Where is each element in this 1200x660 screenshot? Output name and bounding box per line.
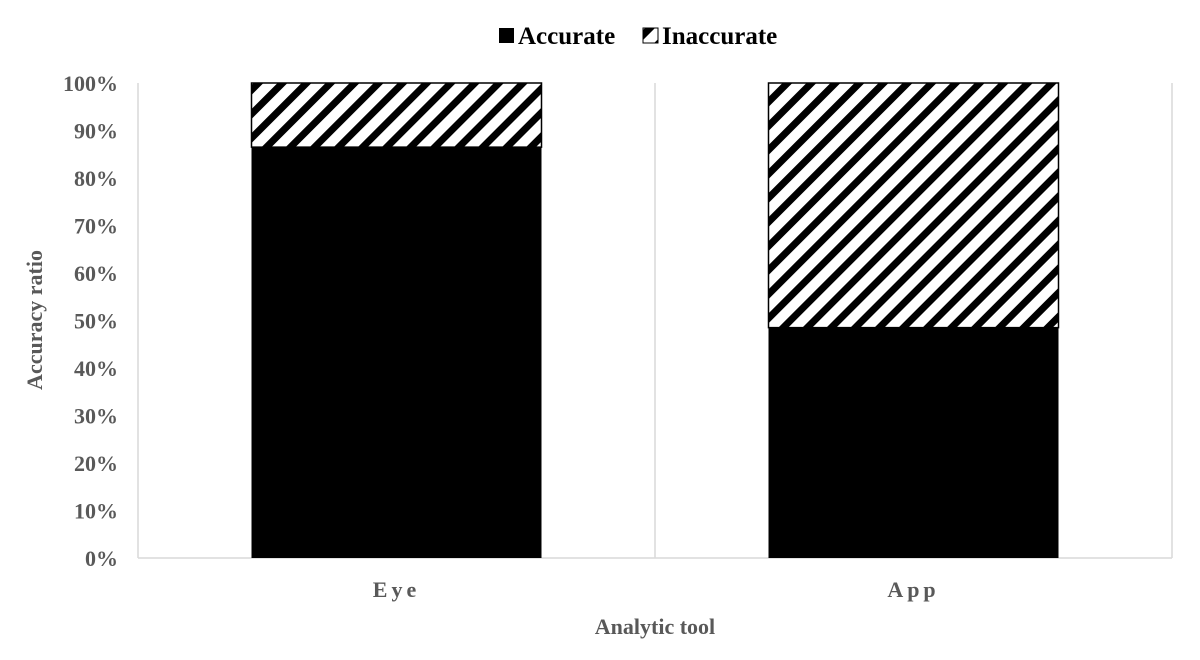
y-tick-label: 70% [74, 214, 118, 239]
y-tick-label: 30% [74, 404, 118, 429]
x-axis-title: Analytic tool [595, 614, 715, 639]
y-tick-label: 0% [85, 546, 118, 571]
x-axis-categories: Eye App [373, 577, 939, 602]
plot-area: Eye App [137, 82, 1173, 602]
y-axis-ticks: 0% 10% 20% 30% 40% 50% 60% 70% 80% 90% 100% [63, 71, 118, 571]
legend: Accurate Inaccurate [499, 23, 777, 50]
bars [250, 82, 1060, 558]
bar-accurate-eye [251, 147, 542, 558]
bar-inaccurate-eye [250, 82, 543, 148]
legend-label-inaccurate: Inaccurate [662, 23, 777, 50]
y-tick-label: 10% [74, 499, 118, 524]
bar-inaccurate-app [767, 82, 1060, 329]
x-tick-label: App [887, 577, 939, 602]
legend-label-accurate: Accurate [518, 23, 615, 50]
legend-swatch-accurate [499, 28, 514, 43]
y-tick-label: 60% [74, 261, 118, 286]
y-axis-title: Accuracy ratio [22, 250, 47, 390]
y-tick-label: 50% [74, 309, 118, 334]
legend-swatch-inaccurate [642, 27, 659, 44]
y-tick-label: 100% [63, 71, 118, 96]
y-tick-label: 80% [74, 166, 118, 191]
y-tick-label: 20% [74, 451, 118, 476]
y-tick-label: 90% [74, 119, 118, 144]
x-tick-label: Eye [373, 577, 420, 602]
y-tick-label: 40% [74, 356, 118, 381]
bar-accurate-app [768, 327, 1059, 558]
